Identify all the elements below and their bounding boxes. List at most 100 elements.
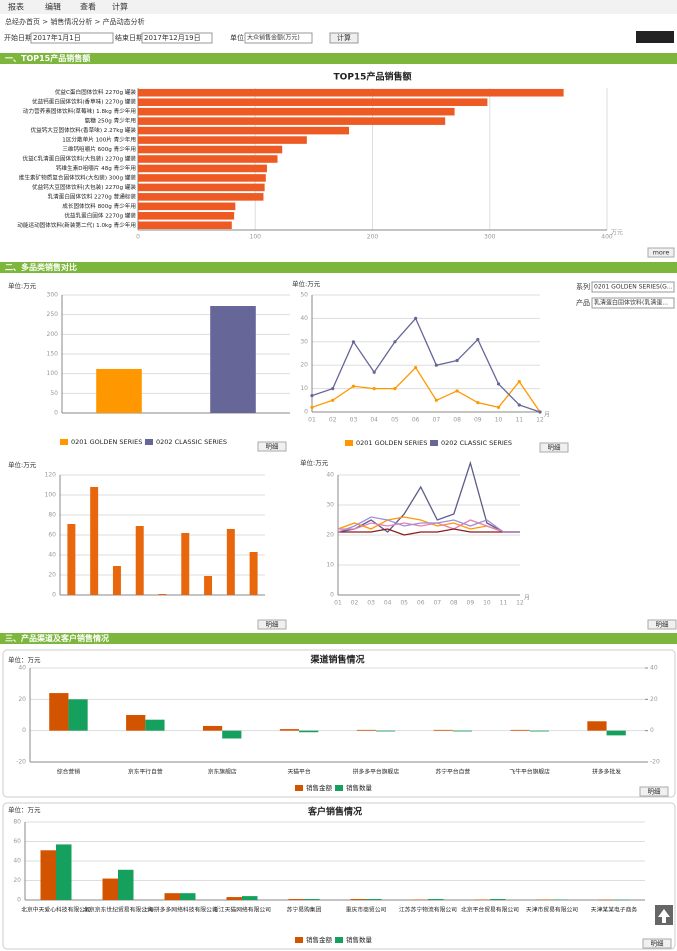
y-tick-label: 0 xyxy=(22,727,26,734)
bar xyxy=(433,729,453,731)
bar xyxy=(164,893,180,900)
y-tick-label: 40 xyxy=(18,665,26,672)
x-tick-label: 北京中天爱心科技有限公司 xyxy=(21,906,91,914)
x-tick-label: 200 xyxy=(367,234,379,241)
point xyxy=(310,405,314,409)
x-tick-label: 09 xyxy=(474,417,482,424)
bar xyxy=(138,221,232,230)
menu-edit[interactable]: 编辑 xyxy=(45,2,61,12)
x-tick-label: 02 xyxy=(329,417,337,424)
x-tick-label: 北京平台贸易有限公司 xyxy=(461,906,519,914)
bar xyxy=(145,719,165,731)
line xyxy=(337,460,520,533)
unit-label: 单位：万元 xyxy=(8,655,41,664)
bar xyxy=(614,899,630,901)
x-tick-label: 11 xyxy=(500,600,508,607)
x-tick-label: 浙江天猫网络有限公司 xyxy=(213,906,271,914)
start-input[interactable] xyxy=(30,32,114,44)
y-tick-label: 40 xyxy=(13,858,21,865)
end-input[interactable] xyxy=(141,32,213,44)
button-text: more xyxy=(653,249,670,257)
button[interactable] xyxy=(642,938,672,949)
x-axis-label: 万元 xyxy=(611,230,623,237)
y-tick-label: 维生素矿物质复合固体饮料(大包装) 300g 罐装 xyxy=(19,173,137,181)
y-tick-label: 0 xyxy=(52,592,56,599)
unit-label: 单位:万元 xyxy=(300,458,329,467)
y-tick-label: 30 xyxy=(326,502,334,509)
point xyxy=(310,394,314,398)
y-tick-label: 优益C蛋白固体饮料 2270g 罐装 xyxy=(55,88,137,96)
x-tick-label: 上海拼多多网络科技有限公司 xyxy=(142,906,218,914)
point xyxy=(372,370,376,374)
x-tick-label: 100 xyxy=(250,234,262,241)
bar xyxy=(552,899,568,901)
button[interactable] xyxy=(539,442,569,453)
bar xyxy=(356,729,376,731)
bar xyxy=(226,897,242,900)
bar xyxy=(67,524,76,595)
legend-swatch xyxy=(60,439,68,445)
point xyxy=(538,410,542,414)
y-tick-label: 80 xyxy=(13,819,21,826)
y-tick-label: 80 xyxy=(48,512,56,519)
y-tick-label: 30 xyxy=(300,338,308,345)
bar xyxy=(112,566,121,595)
legend-label: 销售金额 xyxy=(306,935,333,944)
bar xyxy=(138,136,307,144)
button-text: 明细 xyxy=(648,787,662,796)
y-tick-label: 20 xyxy=(13,877,21,884)
unit-label: 单位:万元 xyxy=(292,279,321,288)
button[interactable] xyxy=(647,619,677,630)
point xyxy=(414,365,418,370)
product-label: 产品 xyxy=(576,298,590,307)
x-tick-label: 10 xyxy=(483,600,491,607)
legend-label: 0202 CLASSIC SERIES xyxy=(441,439,512,447)
button[interactable] xyxy=(647,247,675,258)
y-tick-label: 250 xyxy=(47,311,59,318)
menu-calc[interactable]: 计算 xyxy=(112,2,128,12)
x-tick-label: 拼多多平台旗舰店 xyxy=(353,768,400,776)
y-tick-label: 0 xyxy=(17,897,21,904)
y2-tick-label: 20 xyxy=(650,696,658,703)
legend-swatch xyxy=(335,937,343,943)
bar xyxy=(288,899,304,900)
panel xyxy=(2,802,676,950)
product-value: 乳清蛋白固体饮料(乳清蛋... xyxy=(594,299,668,307)
scroll-icon xyxy=(658,909,670,923)
bar xyxy=(249,552,258,595)
breadcrumb: 总经办首页 > 销售情况分析 > 产品动态分析 xyxy=(5,17,145,26)
point xyxy=(393,340,397,344)
y-tick-label: 40 xyxy=(300,315,308,322)
series-value: 0201 GOLDEN SERIES(G... xyxy=(594,284,673,291)
bar xyxy=(138,88,564,97)
bar xyxy=(138,145,283,154)
bar xyxy=(138,193,264,201)
x-tick-label: 05 xyxy=(391,417,399,424)
y-tick-label: -20 xyxy=(16,759,26,766)
y-tick-label: 10 xyxy=(300,385,308,392)
bar xyxy=(138,202,236,211)
y-tick-label: 10 xyxy=(326,562,334,569)
menu-view[interactable]: 查看 xyxy=(80,2,96,12)
unit-select[interactable] xyxy=(244,32,313,44)
menu-report[interactable]: 报表 xyxy=(8,2,24,12)
button[interactable] xyxy=(257,619,287,630)
x-tick-label: 09 xyxy=(467,600,475,607)
panel xyxy=(2,649,676,798)
x-tick-label: 400 xyxy=(601,234,613,241)
unit-label: 单位:万元 xyxy=(8,460,37,469)
series-select[interactable] xyxy=(591,281,675,293)
start-label: 开始日期 xyxy=(4,33,32,42)
button[interactable] xyxy=(639,786,669,797)
product-select[interactable] xyxy=(591,297,675,309)
legend-label: 销售数量 xyxy=(346,935,373,944)
x-tick-label: 06 xyxy=(412,417,420,424)
bar xyxy=(452,730,473,732)
bar xyxy=(304,899,320,900)
calc-button[interactable] xyxy=(329,32,359,44)
point xyxy=(517,379,521,384)
button[interactable] xyxy=(257,441,287,452)
bar xyxy=(536,899,552,901)
section-bar xyxy=(0,53,677,64)
y-tick-label: 1区分散单片 100片 青少年用 xyxy=(62,136,136,144)
